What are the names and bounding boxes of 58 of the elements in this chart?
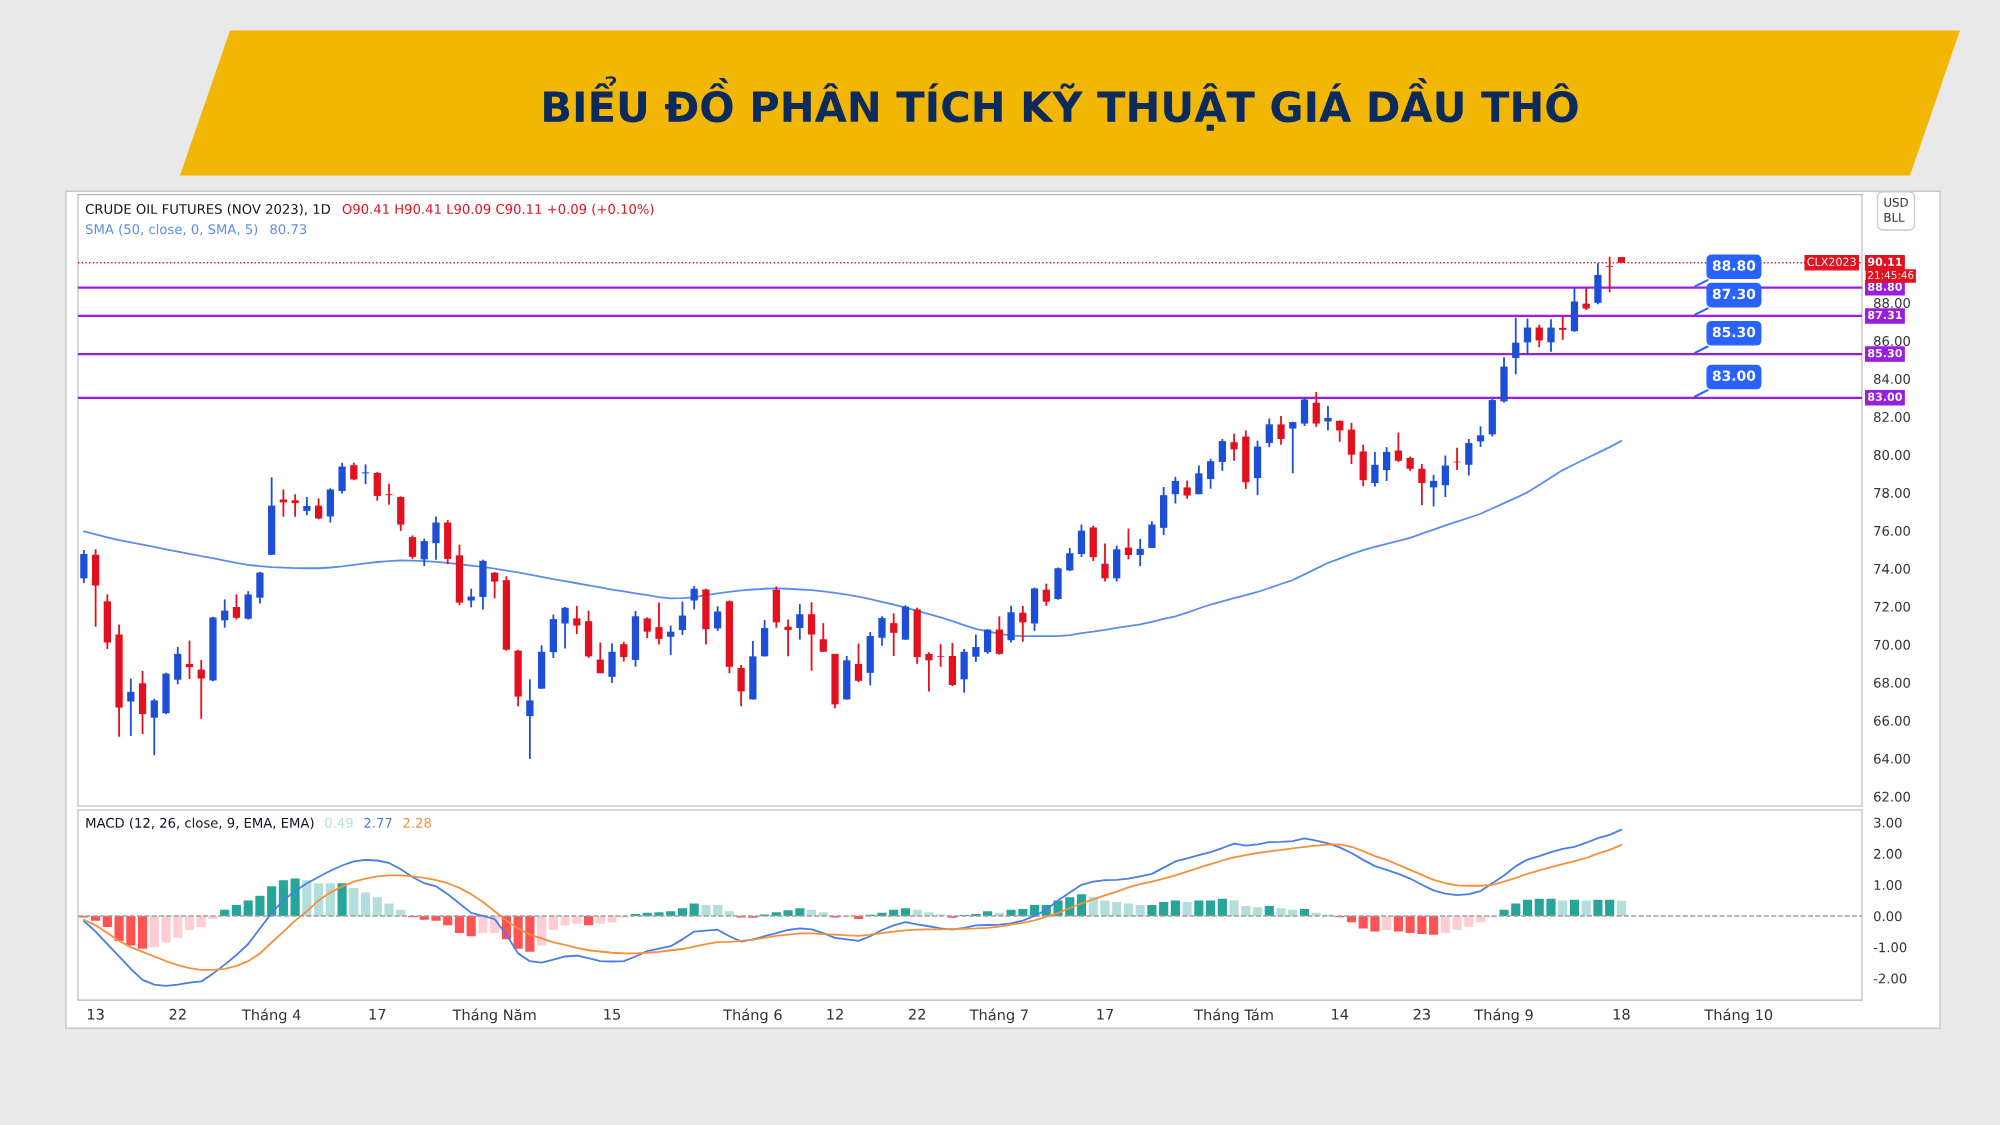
ref-line-label: 90.11 (1867, 257, 1902, 267)
annotation: 85.30 (1712, 326, 1756, 338)
x-tick-label: 15 (604, 1008, 621, 1020)
annotation: 88.80 (1712, 260, 1756, 271)
x-tick-label: 14 (1332, 1008, 1349, 1020)
x-tick-label: 23 (1413, 1008, 1430, 1020)
chart-title: BIỂU ĐỒ PHÂN TÍCH KỸ THUẬT GIÁ DẦU THÔ (544, 76, 1578, 131)
y-tick-label: 72.00 (1874, 601, 1911, 612)
ref-line-label: 87.31 (1868, 310, 1902, 320)
x-tick-label: Tháng 6 (723, 1008, 782, 1024)
y-tick-label: 3.00 (1874, 817, 1902, 828)
y-tick-label: 1.00 (1874, 880, 1902, 890)
x-tick-label: 18 (1613, 1008, 1630, 1020)
y-tick-label: -2.00 (1873, 973, 1907, 984)
y-tick-label: 76.00 (1874, 525, 1911, 536)
x-tick-label: Tháng Năm (452, 1008, 536, 1024)
y-axis-title: USD BLL (1884, 197, 1908, 222)
x-tick-label: Tháng 7 (969, 1008, 1028, 1024)
annotation: 2.28 (403, 817, 431, 828)
y-tick-label: 62.00 (1874, 791, 1911, 802)
annotation: 80.73 (270, 224, 307, 235)
y-tick-label: -1.00 (1873, 942, 1907, 953)
y-tick-label: 0.00 (1873, 911, 1902, 922)
x-tick-label: 17 (369, 1008, 386, 1020)
ref-line-label: 83.00 (1868, 392, 1902, 401)
text: CRUDE OIL FUTURES (NOV 2023), 1D (85, 203, 331, 216)
y-tick-label: 78.00 (1874, 487, 1911, 498)
y-tick-label: 88.00 (1874, 298, 1911, 309)
annotation: CLX2023 (1807, 257, 1856, 267)
y-tick-label: 84.00 (1874, 374, 1911, 384)
x-tick-label: 12 (827, 1008, 843, 1020)
x-tick-label: Tháng 10 (1704, 1008, 1773, 1024)
annotation: O90.41 H90.41 L90.09 C90.11 +0.09 (+0.10%) (342, 203, 654, 216)
y-tick-label: 80.00 (1874, 449, 1911, 460)
x-tick-label: 22 (169, 1008, 186, 1020)
x-tick-label: Tháng 4 (241, 1008, 301, 1024)
y-tick-label: 70.00 (1874, 639, 1911, 650)
text: SMA (50, close, 0, SMA, 5) (86, 223, 258, 236)
x-tick-label: 22 (908, 1008, 925, 1020)
y-tick-label: 82.00 (1874, 411, 1911, 422)
x-tick-label: Tháng 9 (1474, 1008, 1533, 1024)
x-tick-label: 17 (1097, 1008, 1114, 1020)
y-tick-label: 64.00 (1874, 753, 1911, 764)
annotation: 83.00 (1712, 370, 1756, 381)
text: 21:45:46 (1868, 271, 1914, 279)
y-tick-label: 86.00 (1874, 336, 1911, 347)
y-tick-label: 74.00 (1874, 563, 1911, 574)
x-tick-label: 13 (87, 1008, 104, 1020)
ref-line-label: 85.30 (1868, 348, 1902, 358)
annotation: 0.49 (325, 817, 353, 828)
annotation: 2.77 (364, 817, 392, 828)
ref-line-label: 88.80 (1868, 282, 1902, 291)
y-tick-label: 2.00 (1874, 848, 1902, 859)
x-tick-label: Tháng Tám (1194, 1008, 1273, 1024)
annotation: 87.30 (1712, 288, 1756, 300)
text: MACD (12, 26, close, 9, EMA, EMA) (86, 817, 314, 830)
y-tick-label: 68.00 (1874, 677, 1911, 688)
y-tick-label: 66.00 (1874, 715, 1911, 726)
